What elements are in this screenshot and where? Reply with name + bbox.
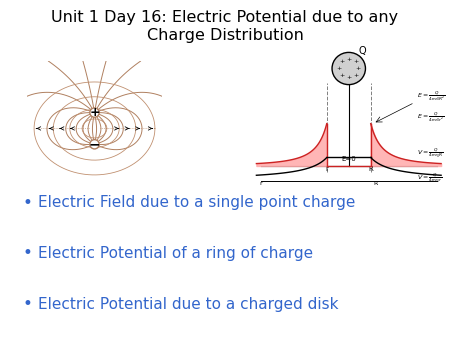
- Text: $V=\frac{Q}{4\pi\epsilon_0 r}$: $V=\frac{Q}{4\pi\epsilon_0 r}$: [417, 172, 443, 185]
- Text: R: R: [373, 180, 377, 186]
- Text: +: +: [339, 59, 345, 65]
- Text: r: r: [260, 180, 262, 186]
- Text: $E=\frac{Q}{4\pi\epsilon_0 R^2}$: $E=\frac{Q}{4\pi\epsilon_0 R^2}$: [417, 89, 446, 103]
- Text: +: +: [339, 73, 345, 78]
- Text: •: •: [22, 194, 32, 212]
- Text: +: +: [346, 75, 351, 80]
- Text: Q: Q: [358, 46, 366, 56]
- Text: R: R: [369, 166, 373, 172]
- Text: −: −: [89, 137, 100, 151]
- Text: E=0: E=0: [342, 156, 356, 162]
- Text: r: r: [325, 166, 328, 172]
- Circle shape: [90, 108, 99, 117]
- Text: •: •: [22, 244, 32, 263]
- Text: $E=\frac{Q}{4\pi\epsilon_0 r^2}$: $E=\frac{Q}{4\pi\epsilon_0 r^2}$: [417, 110, 445, 124]
- Text: Electric Potential due to a charged disk: Electric Potential due to a charged disk: [38, 297, 339, 312]
- Circle shape: [332, 52, 365, 84]
- Circle shape: [90, 140, 99, 149]
- Text: +: +: [89, 106, 100, 119]
- Text: +: +: [353, 73, 358, 78]
- Text: Electric Field due to a single point charge: Electric Field due to a single point cha…: [38, 195, 356, 210]
- Text: +: +: [353, 59, 358, 65]
- Text: +: +: [346, 57, 351, 62]
- Text: Unit 1 Day 16: Electric Potential due to any
Charge Distribution: Unit 1 Day 16: Electric Potential due to…: [51, 10, 399, 43]
- Text: +: +: [337, 66, 342, 71]
- Text: +: +: [356, 66, 361, 71]
- Text: Electric Potential of a ring of charge: Electric Potential of a ring of charge: [38, 246, 313, 261]
- Text: •: •: [22, 295, 32, 313]
- Text: $V=\frac{Q}{4\pi\epsilon_0 R}$: $V=\frac{Q}{4\pi\epsilon_0 R}$: [417, 147, 444, 160]
